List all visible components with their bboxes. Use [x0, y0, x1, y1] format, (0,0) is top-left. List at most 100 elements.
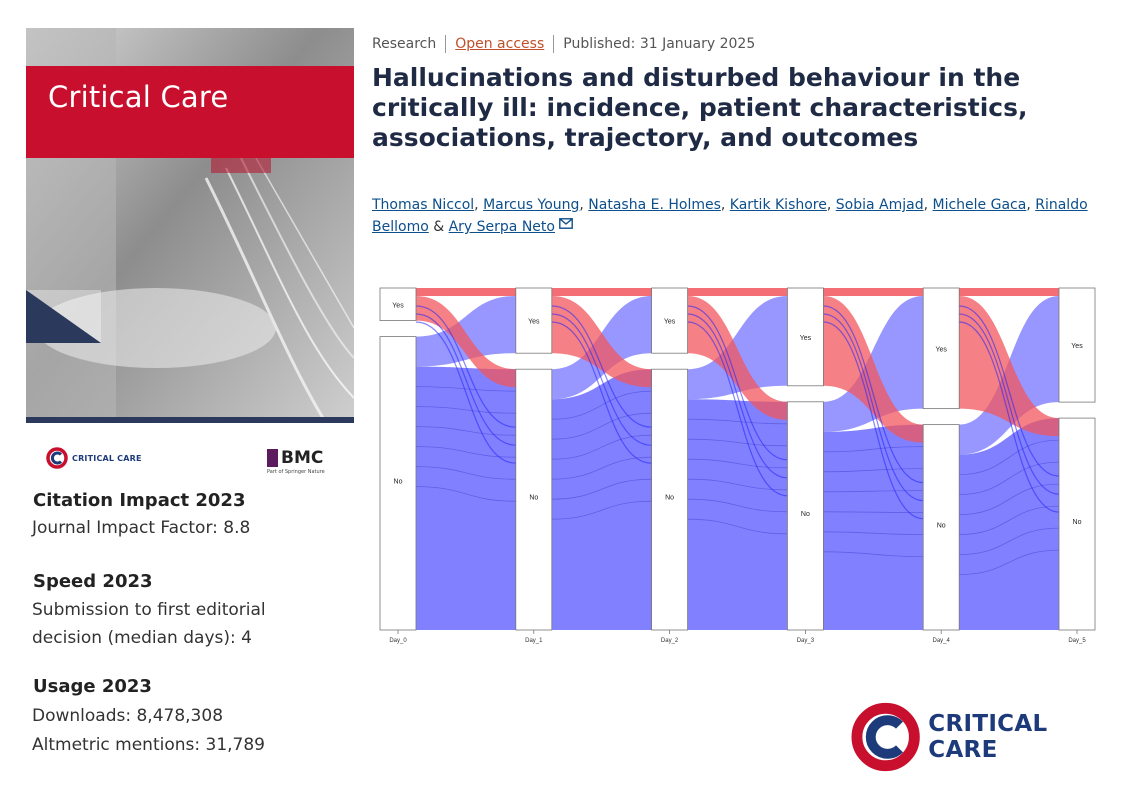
bmc-logo-text: BMC	[281, 448, 324, 468]
flow-strand	[551, 478, 652, 500]
x-tick-label: Day_2	[661, 638, 679, 644]
flow-strand	[551, 313, 652, 446]
node-yes	[786, 287, 824, 387]
flow-strand	[823, 321, 924, 520]
envelope-icon[interactable]	[559, 218, 574, 229]
speed-heading: Speed 2023	[33, 571, 153, 592]
critical-care-logo-icon	[46, 447, 68, 469]
node-label-no: No	[801, 511, 810, 518]
flow-layer	[415, 288, 1060, 630]
author-link[interactable]: Natasha E. Holmes	[588, 197, 721, 213]
critical-care-logo-icon	[851, 702, 920, 772]
node-no	[515, 368, 553, 631]
flow-strand	[823, 490, 924, 493]
bmc-square-icon	[267, 449, 278, 467]
flow-strand	[823, 551, 924, 558]
flow-strand	[415, 486, 516, 502]
flow-strand	[687, 313, 788, 479]
flow-strand	[551, 305, 652, 428]
flow-strand	[823, 468, 924, 473]
flow-no-yes	[687, 296, 788, 400]
flow-strand	[551, 412, 652, 440]
big-logo-text: CRITICAL CARE	[928, 711, 1048, 763]
flow-strand	[415, 313, 516, 446]
flow-strand	[823, 531, 924, 536]
flow-yes-yes	[823, 288, 924, 296]
usage-heading: Usage 2023	[33, 676, 152, 697]
journal-cover[interactable]: Critical Care	[26, 28, 354, 423]
author-link[interactable]: Ary Serpa Neto	[448, 219, 555, 235]
cover-journal-title: Critical Care	[48, 80, 229, 114]
flow-yes-no	[687, 296, 788, 420]
bmc-logo[interactable]: BMC Part of Springer Nature	[267, 448, 325, 475]
node-label-yes: Yes	[392, 302, 404, 309]
downloads-text: Downloads: 8,478,308	[32, 706, 224, 726]
node-label-no: No	[665, 495, 674, 502]
x-tick-label: Day_0	[389, 638, 407, 644]
flow-strand	[415, 386, 516, 392]
flow-strand	[823, 305, 924, 484]
label-layer: Yes No Day_0 Yes No Day_1 Yes No Day_2 Yes No Day_3…	[389, 302, 1086, 644]
flow-strand	[415, 466, 516, 480]
node-no	[651, 368, 689, 631]
node-no	[922, 424, 960, 631]
flow-no-no	[416, 366, 516, 630]
node-yes	[515, 287, 553, 354]
alluvial-chart: Yes No Day_0 Yes No Day_1 Yes No Day_2 Yes No Day_3…	[379, 287, 1096, 644]
author-link[interactable]: Kartik Kishore	[729, 197, 827, 213]
flow-strand	[687, 518, 788, 535]
flow-strand	[415, 305, 516, 428]
x-tick-label: Day_5	[1068, 638, 1086, 644]
flow-strand	[551, 321, 652, 464]
node-label-no: No	[394, 478, 403, 485]
node-label-yes: Yes	[1071, 343, 1083, 350]
flow-no-yes	[416, 296, 516, 367]
flow-strand	[959, 527, 1060, 556]
flow-strand	[959, 483, 1060, 516]
flow-strand	[959, 549, 1060, 576]
flow-strand	[551, 434, 652, 460]
author-link[interactable]: Thomas Niccol	[372, 197, 475, 213]
node-yes	[1058, 287, 1096, 403]
flow-strand	[415, 406, 516, 414]
cover-title-band	[26, 66, 354, 158]
flow-strand	[551, 390, 652, 420]
meta-divider	[445, 35, 447, 53]
x-tick-label: Day_3	[797, 638, 815, 644]
author-link[interactable]: Rinaldo Bellomo	[372, 197, 1088, 235]
flow-strand	[959, 505, 1060, 536]
author-link[interactable]: Sobia Amjad	[835, 197, 924, 213]
node-label-no: No	[937, 522, 946, 529]
node-yes	[651, 287, 689, 354]
x-tick-label: Day_1	[525, 638, 543, 644]
open-access-link[interactable]: Open access	[455, 36, 545, 52]
flow-strand	[687, 305, 788, 461]
node-label-yes: Yes	[664, 319, 676, 326]
flow-no-no	[687, 399, 788, 630]
flow-yes-yes	[959, 288, 1059, 296]
flow-yes-yes	[687, 288, 788, 296]
author-list: Thomas Niccol, Marcus Young, Natasha E. …	[372, 197, 1088, 235]
node-yes	[379, 287, 417, 321]
author-link[interactable]: Marcus Young	[483, 197, 580, 213]
node-label-yes: Yes	[800, 335, 812, 342]
node-label-yes: Yes	[935, 346, 947, 353]
flow-strand	[415, 426, 516, 436]
critical-care-small-logo[interactable]: CRITICAL CARE	[46, 447, 142, 469]
flow-strand	[687, 438, 788, 447]
flow-strand	[959, 313, 1060, 495]
critical-care-big-logo[interactable]: CRITICAL CARE	[851, 702, 1123, 772]
author-link[interactable]: Michele Gaca	[932, 197, 1027, 213]
node-no	[379, 336, 417, 631]
flow-yes-no	[959, 296, 1059, 437]
impact-factor-text: Journal Impact Factor: 8.8	[32, 518, 251, 538]
published-date: Published: 31 January 2025	[563, 36, 756, 52]
flow-strand	[687, 418, 788, 425]
node-label-no: No	[1073, 519, 1082, 526]
flow-strand	[959, 439, 1060, 476]
flow-strand	[551, 500, 652, 520]
node-label-no: No	[529, 495, 538, 502]
flow-strand	[959, 321, 1060, 513]
node-no	[1058, 417, 1096, 631]
flow-yes-yes	[551, 288, 652, 296]
